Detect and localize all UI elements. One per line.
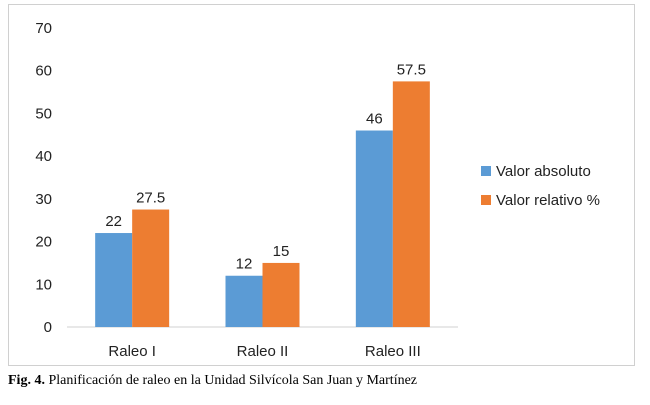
bar-valor-relativo <box>392 81 430 328</box>
bar-valor-absoluto <box>225 275 263 327</box>
data-label: 57.5 <box>397 61 426 78</box>
x-category-label: Raleo III <box>365 343 421 360</box>
legend-label: Valor absoluto <box>496 163 591 180</box>
bar-valor-absoluto <box>355 130 393 327</box>
caption-text: Planificación de raleo en la Unidad Silv… <box>44 373 418 388</box>
y-tick-label: 50 <box>35 105 52 122</box>
legend-swatch <box>481 195 491 205</box>
data-label: 27.5 <box>136 190 165 207</box>
data-label: 46 <box>366 111 383 128</box>
y-tick-label: 60 <box>35 63 52 80</box>
y-tick-label: 40 <box>35 148 52 165</box>
data-label: 15 <box>273 243 290 260</box>
data-label: 22 <box>105 213 122 230</box>
y-tick-label: 20 <box>35 234 52 251</box>
legend-swatch <box>481 166 491 176</box>
bar-valor-relativo <box>132 209 170 327</box>
legend-label: Valor relativo % <box>496 192 600 209</box>
caption-label: Fig. 4. <box>8 373 45 388</box>
bar-chart: 0 10 20 30 40 50 60 70 22 27.5 Raleo I 12 15 Raleo II… <box>35 20 600 360</box>
bar-valor-absoluto <box>95 233 133 327</box>
x-category-label: Raleo I <box>108 343 156 360</box>
y-tick-label: 70 <box>35 20 52 37</box>
figure-caption: Fig. 4. Planificación de raleo en la Uni… <box>8 373 638 389</box>
bar-valor-relativo <box>262 262 300 327</box>
x-category-label: Raleo II <box>237 343 289 360</box>
y-tick-label: 10 <box>35 276 52 293</box>
data-label: 12 <box>236 256 253 273</box>
y-tick-label: 30 <box>35 191 52 208</box>
y-tick-label: 0 <box>44 319 52 336</box>
